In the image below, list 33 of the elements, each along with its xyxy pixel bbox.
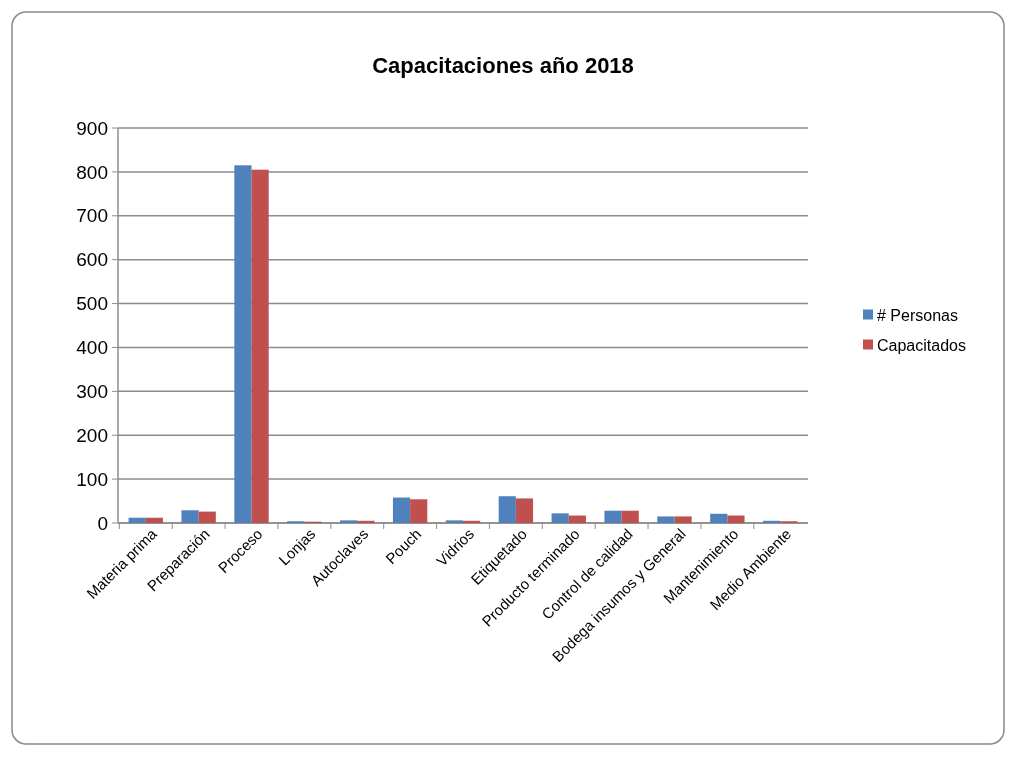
y-tick-label: 600: [76, 249, 108, 271]
y-tick-label: 300: [76, 380, 108, 402]
bar: [340, 520, 358, 523]
bar: [710, 513, 728, 523]
y-tick-label: 700: [76, 205, 108, 227]
legend-label: Capacitados: [877, 337, 966, 355]
bar: [145, 517, 163, 523]
bar: [727, 515, 745, 523]
bar: [657, 516, 675, 523]
bar: [392, 497, 411, 523]
bar: [128, 517, 146, 523]
bar: [234, 165, 252, 523]
bar: [621, 510, 639, 523]
bar: [445, 520, 463, 523]
chart-title: Capacitaciones año 2018: [372, 53, 634, 78]
bar: [515, 498, 534, 523]
y-tick-label: 800: [76, 161, 108, 183]
bar: [551, 513, 569, 523]
y-tick-label: 100: [76, 468, 108, 490]
bar: [604, 510, 622, 523]
y-tick-label: 0: [97, 512, 108, 534]
bar: [181, 510, 199, 523]
y-tick-label: 400: [76, 337, 108, 359]
bar: [568, 515, 586, 523]
legend-label: # Personas: [877, 307, 958, 325]
y-tick-label: 500: [76, 293, 108, 315]
bar: [674, 516, 692, 523]
bar: [410, 499, 428, 523]
bar: [198, 511, 216, 523]
y-tick-label: 200: [76, 424, 108, 446]
y-tick-label: 900: [76, 117, 108, 139]
bar: [498, 496, 516, 523]
bar: [251, 169, 269, 523]
